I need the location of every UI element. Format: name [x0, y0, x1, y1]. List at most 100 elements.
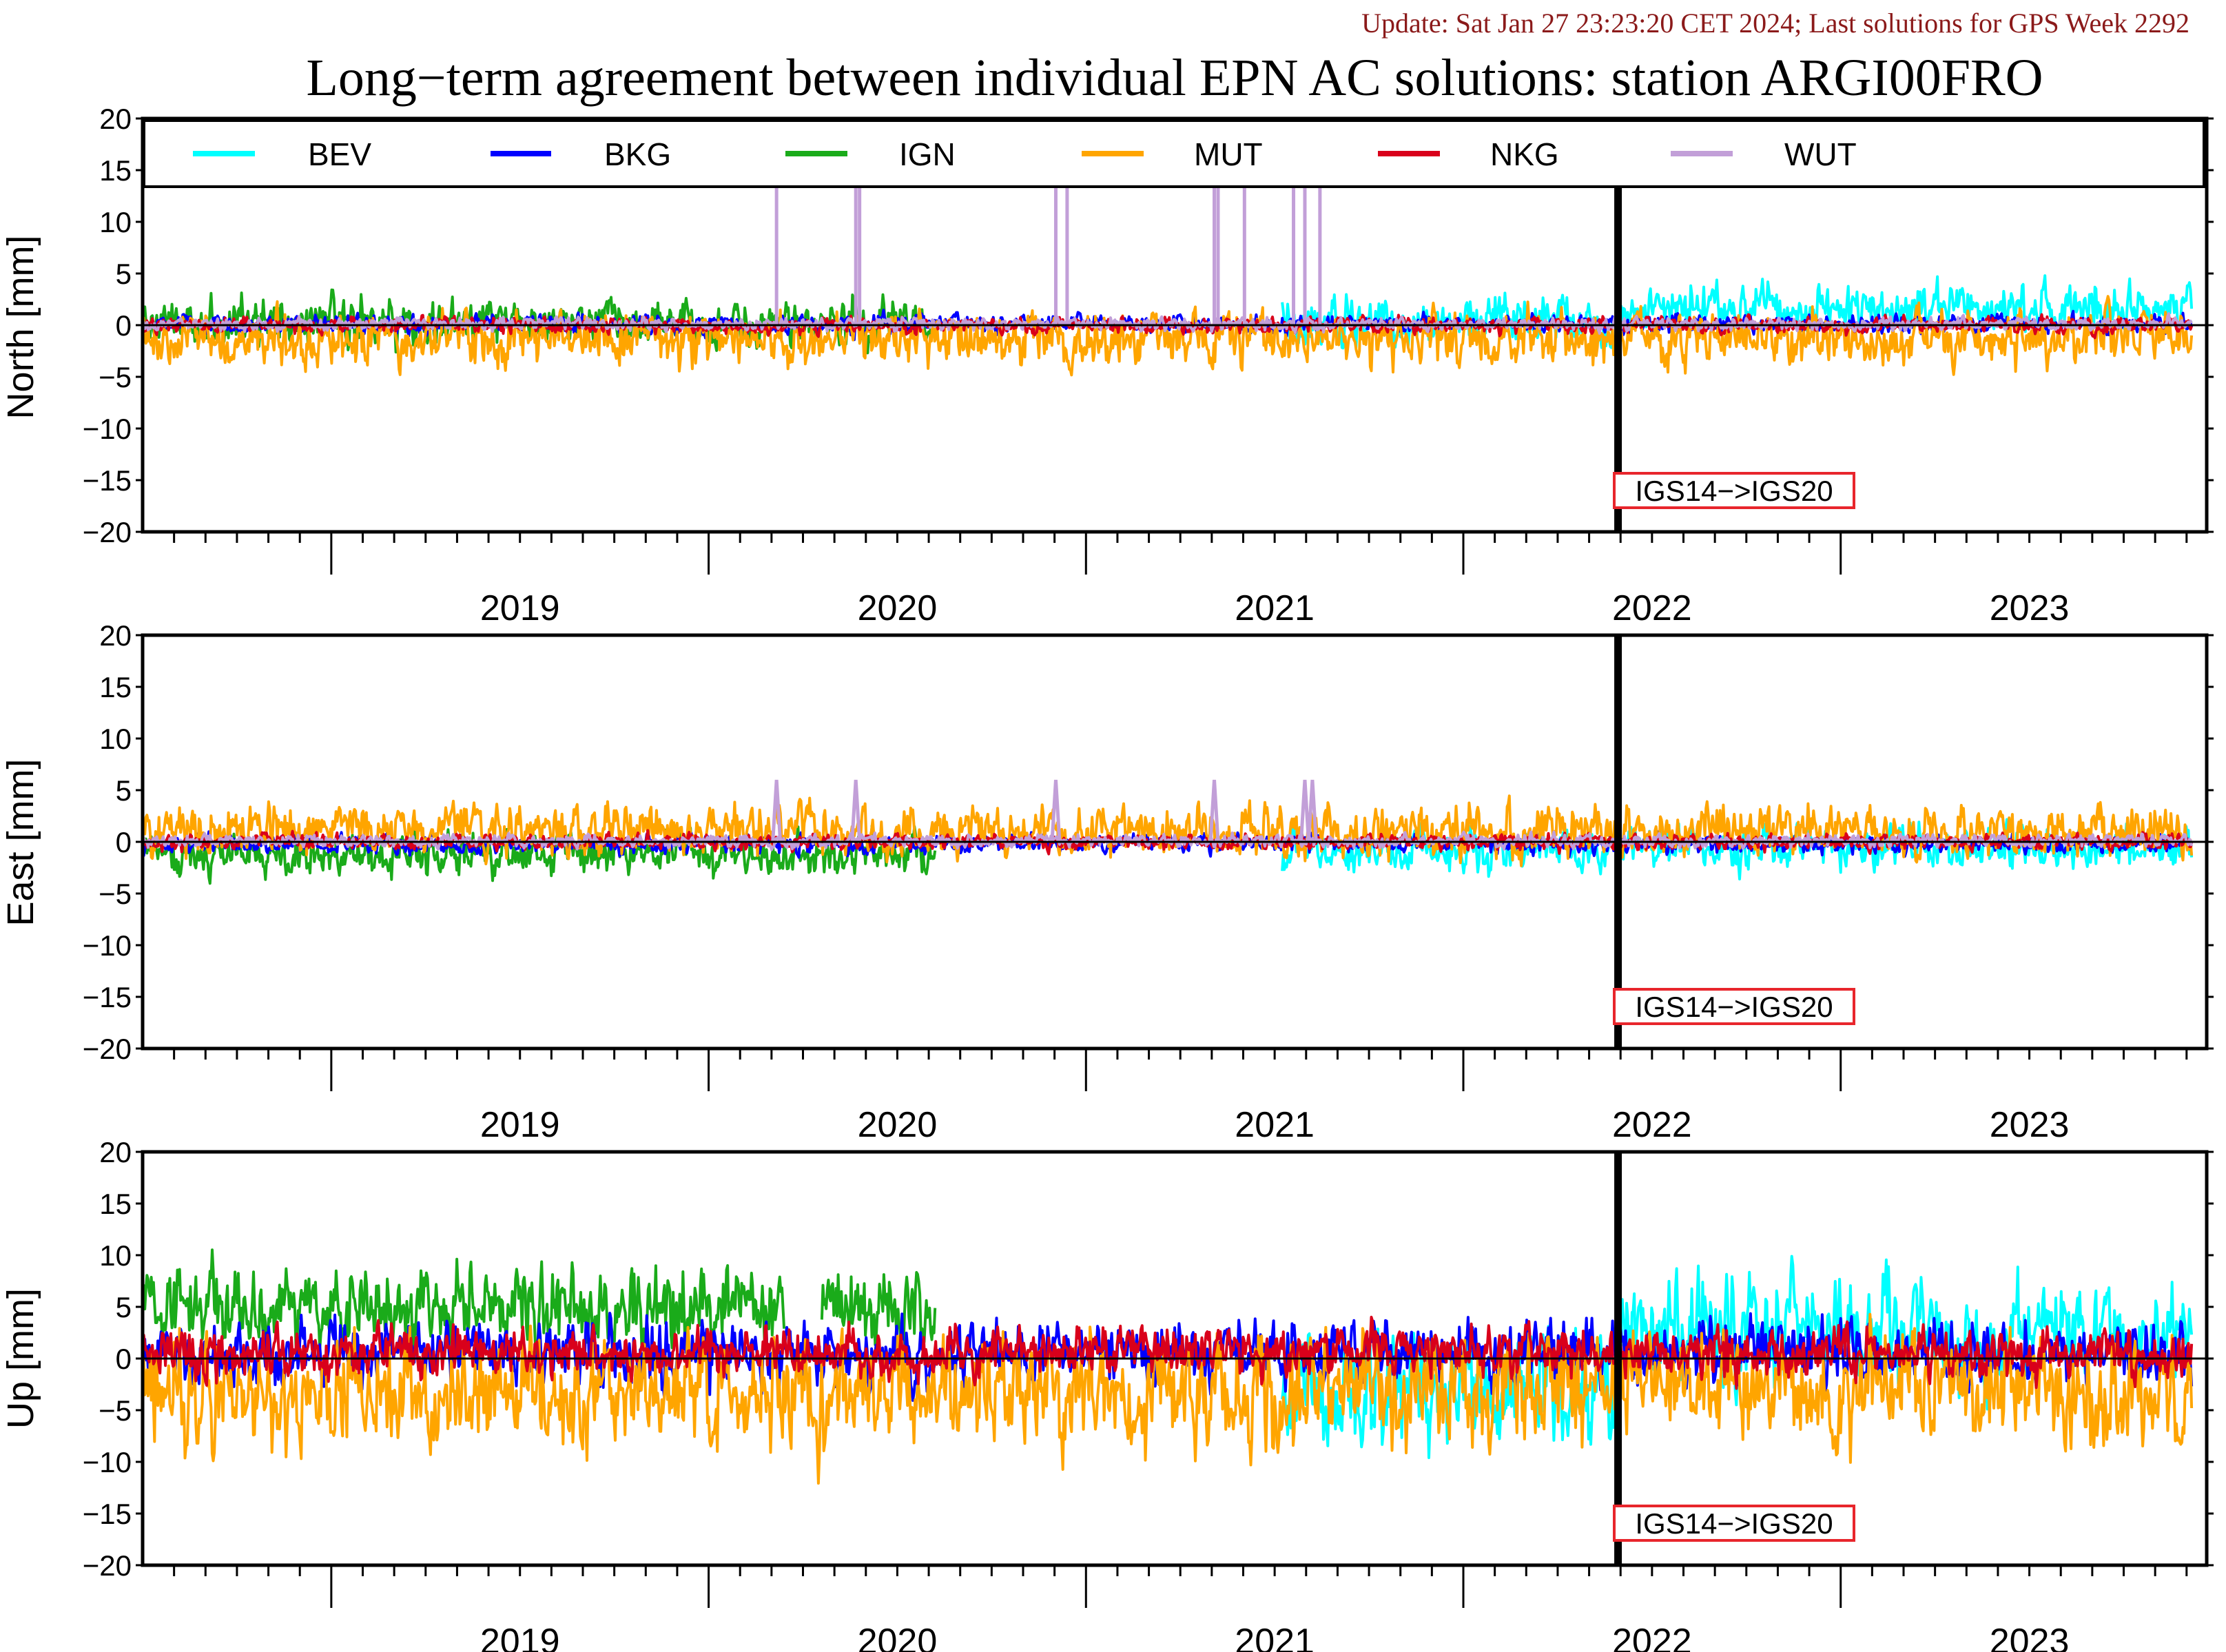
east-x-axis: 2019 2020 2021 2022 2023	[173, 1049, 2188, 1145]
east-spike-wut	[771, 779, 783, 843]
east-frame-change-box	[1613, 988, 1855, 1025]
north-xtick-label: 2020	[858, 588, 938, 628]
east-spike-wut	[1050, 779, 1062, 843]
north-ytick-label: 5	[116, 258, 132, 290]
east-spike-wut	[1306, 779, 1318, 843]
up-overlay: IGS14−>IGS20	[1613, 1505, 1855, 1542]
east-spike-wut	[850, 779, 862, 843]
up-line-nkg	[141, 1315, 2194, 1390]
north-ytick-label: 20	[99, 103, 132, 135]
up-ytick-label: 0	[116, 1343, 132, 1375]
panel-north: North [mm] 20 15 10 5 0 −5 −10 −15 −20 2019 2020 20…	[0, 103, 2214, 628]
east-line-ign	[141, 824, 937, 885]
legend-label-mut: MUT	[1194, 136, 1263, 172]
east-spike-wut	[1208, 779, 1220, 843]
east-xtick-label: 2022	[1612, 1105, 1692, 1145]
up-xtick-label: 2022	[1612, 1622, 1692, 1652]
east-y-axis: 20 15 10 5 0 −5 −10 −15 −20	[83, 619, 2214, 1065]
east-xtick-label: 2019	[480, 1105, 560, 1145]
legend-label-bev: BEV	[308, 136, 371, 172]
up-x-axis: 2019 2020 2021 2022 2023	[173, 1565, 2188, 1652]
north-plot-area: 20 15 10 5 0 −5 −10 −15 −20 2019 2020 2021 2022 2023	[83, 103, 2214, 628]
legend-entry-mut: MUT	[1082, 136, 1263, 172]
north-ytick-label: −5	[99, 361, 132, 393]
up-ytick-label: −20	[83, 1549, 132, 1582]
legend-box	[143, 119, 2205, 188]
legend-entry-ign: IGN	[785, 136, 956, 172]
update-text: Update: Sat Jan 27 23:23:20 CET 2024; La…	[1361, 8, 2189, 39]
north-plot-frame	[141, 116, 2209, 534]
east-ytick-label: 5	[116, 774, 132, 807]
up-xtick-label: 2020	[858, 1622, 938, 1652]
north-series-mut	[141, 295, 2194, 377]
legend-entry-nkg: NKG	[1378, 136, 1559, 172]
east-ytick-label: 0	[116, 826, 132, 858]
north-x-axis: 2019 2020 2021 2022 2023	[173, 532, 2188, 628]
east-overlay: IGS14−>IGS20	[1613, 988, 1855, 1025]
legend-entry-bkg: BKG	[491, 136, 671, 172]
north-overlay: IGS14−>IGS20	[1613, 472, 1855, 509]
east-ytick-label: 10	[99, 723, 132, 755]
north-ytick-label: 10	[99, 206, 132, 238]
north-xtick-label: 2023	[1990, 588, 2070, 628]
east-xtick-label: 2021	[1235, 1105, 1315, 1145]
east-ytick-label: 20	[99, 619, 132, 652]
east-series-ign	[141, 824, 937, 885]
north-ytick-label: −10	[83, 413, 132, 445]
up-xtick-label: 2019	[480, 1622, 560, 1652]
east-ytick-label: −20	[83, 1033, 132, 1065]
up-ytick-label: 10	[99, 1239, 132, 1272]
legend-label-nkg: NKG	[1490, 136, 1559, 172]
up-ytick-label: −5	[99, 1394, 132, 1427]
up-line-ign	[820, 1271, 937, 1359]
up-series-nkg	[141, 1315, 2194, 1390]
panel-east: East [mm] 20 15 10 5 0 −5 −10 −15 −20 2019 2020 202…	[0, 619, 2214, 1145]
up-xtick-label: 2021	[1235, 1622, 1315, 1652]
east-ytick-label: −5	[99, 878, 132, 910]
up-series-ign	[141, 1248, 937, 1361]
up-plot-frame	[141, 1150, 2209, 1567]
legend-label-bkg: BKG	[604, 136, 671, 172]
up-ytick-label: −10	[83, 1446, 132, 1478]
north-frame-change-box	[1613, 472, 1855, 509]
east-series-bev	[1281, 818, 2194, 880]
up-ytick-label: −15	[83, 1498, 132, 1530]
east-frame-change-label: IGS14−>IGS20	[1635, 991, 1833, 1023]
north-xtick-label: 2022	[1612, 588, 1692, 628]
up-ytick-label: 15	[99, 1188, 132, 1220]
north-ytick-label: −15	[83, 464, 132, 497]
north-ytick-label: 15	[99, 154, 132, 187]
legend-label-ign: IGN	[899, 136, 956, 172]
up-ylabel: Up [mm]	[0, 1288, 41, 1429]
up-xtick-label: 2023	[1990, 1622, 2070, 1652]
east-ytick-label: −15	[83, 981, 132, 1013]
up-plot-area: 20 15 10 5 0 −5 −10 −15 −20 2019 2020 2021 2022 2023	[83, 1136, 2214, 1652]
up-y-axis: 20 15 10 5 0 −5 −10 −15 −20	[83, 1136, 2214, 1582]
east-plot-area: 20 15 10 5 0 −5 −10 −15 −20 2019 2020 2021 2022 2023	[83, 619, 2214, 1145]
north-ylabel: North [mm]	[0, 235, 41, 419]
north-line-mut	[141, 295, 2194, 377]
north-ytick-label: 0	[116, 309, 132, 342]
east-series-mut	[141, 794, 2194, 867]
up-ytick-label: 5	[116, 1291, 132, 1323]
up-series-mut	[141, 1312, 2194, 1485]
north-y-axis: 20 15 10 5 0 −5 −10 −15 −20	[83, 103, 2214, 548]
east-spike-wut	[1299, 779, 1310, 843]
east-ytick-label: −10	[83, 929, 132, 962]
east-plot-frame	[141, 633, 2209, 1051]
up-ytick-label: 20	[99, 1136, 132, 1168]
north-frame-change-label: IGS14−>IGS20	[1635, 475, 1833, 507]
legend-entry-wut: WUT	[1671, 136, 1857, 172]
chart-legend: BEV BKG IGN MUT NKG WUT	[143, 119, 2205, 188]
north-xtick-label: 2019	[480, 588, 560, 628]
chart-title: Long−term agreement between individual E…	[306, 49, 2043, 107]
legend-label-wut: WUT	[1784, 136, 1857, 172]
east-ylabel: East [mm]	[0, 758, 41, 926]
up-frame-change-box	[1613, 1505, 1855, 1542]
legend-entry-bev: BEV	[193, 136, 371, 172]
north-ytick-label: −20	[83, 516, 132, 548]
up-line-ign	[141, 1248, 786, 1361]
east-xtick-label: 2020	[858, 1105, 938, 1145]
